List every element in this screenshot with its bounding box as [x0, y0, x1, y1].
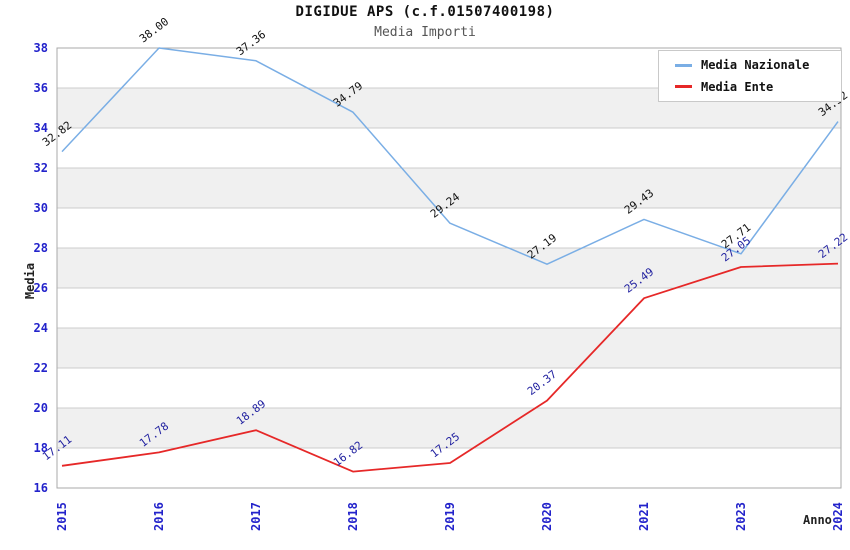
y-tick-label: 16: [34, 481, 48, 495]
plot-band: [57, 208, 841, 248]
legend-line-swatch-red: [675, 85, 692, 89]
y-tick-label: 32: [34, 161, 48, 175]
plot-border: [56, 47, 842, 489]
plot-band: [57, 368, 841, 408]
legend-line-swatch-blue: [675, 63, 692, 67]
legend: Media Nazionale Media Ente: [658, 50, 842, 102]
plot-band: [57, 168, 841, 208]
legend-label: Media Nazionale: [701, 58, 810, 73]
x-tick-label: 2017: [249, 502, 263, 531]
chart-title: DIGIDUE APS (c.f.01507400198): [295, 4, 555, 20]
chart-subtitle: Media Importi: [374, 25, 476, 40]
y-tick-label: 18: [34, 441, 48, 455]
x-tick-label: 2018: [346, 502, 360, 531]
x-tick-label: 2016: [152, 502, 166, 531]
plot-band: [57, 128, 841, 168]
legend-item-media-nazionale: Media Nazionale: [675, 58, 841, 72]
y-tick-label: 28: [34, 241, 48, 255]
x-tick-label: 2021: [637, 502, 651, 531]
y-tick-label: 34: [34, 121, 48, 135]
y-axis-title: Media: [23, 262, 37, 300]
x-tick-label: 2015: [55, 502, 69, 531]
y-tick-label: 20: [34, 401, 48, 415]
x-tick-label: 2024: [831, 502, 845, 531]
y-tick-label: 30: [34, 201, 48, 215]
x-tick-label: 2020: [540, 502, 554, 531]
plot-band: [57, 448, 841, 488]
x-tick-label: 2019: [443, 502, 457, 531]
plot-band: [57, 408, 841, 448]
series-line-media-nazionale: [61, 47, 839, 265]
y-tick-label: 24: [34, 321, 48, 335]
y-tick-label: 36: [34, 81, 48, 95]
y-tick-label: 38: [34, 41, 48, 55]
legend-item-media-ente: Media Ente: [675, 80, 841, 94]
x-axis-title: Anno: [803, 513, 832, 527]
y-tick-label: 26: [34, 281, 48, 295]
y-tick-label: 22: [34, 361, 48, 375]
legend-label: Media Ente: [701, 79, 774, 94]
plot-band: [57, 328, 841, 368]
plot-band: [57, 288, 841, 328]
x-tick-label: 2023: [734, 502, 748, 531]
series-line-media-ente: [61, 262, 839, 473]
plot-band: [57, 248, 841, 288]
